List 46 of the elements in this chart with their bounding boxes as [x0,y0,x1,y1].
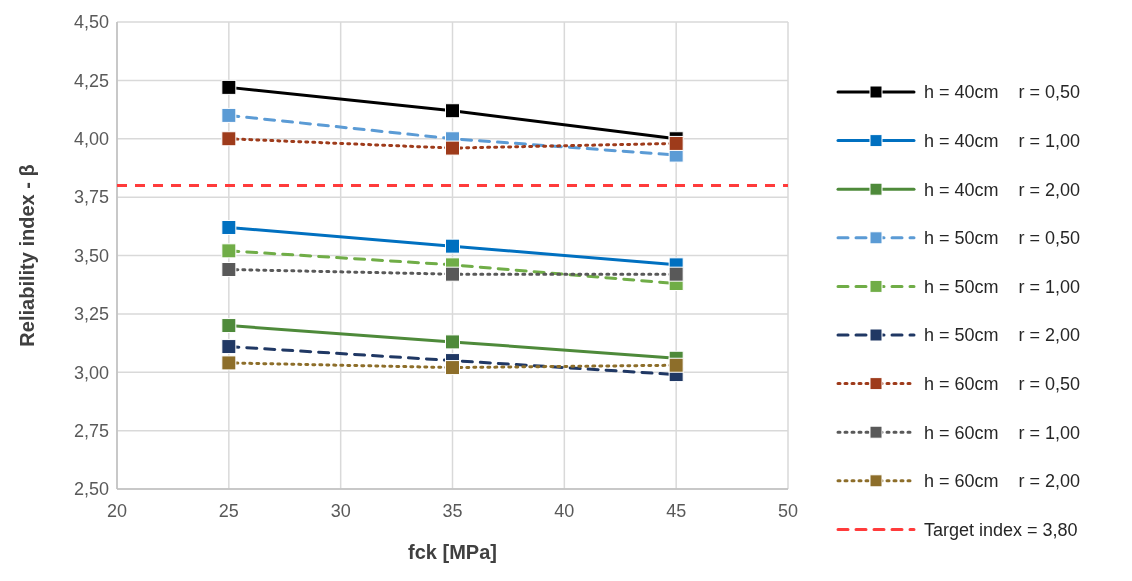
point [668,266,684,282]
y-tick-label: 4,25 [73,70,109,91]
point [668,357,684,373]
legend-label: h = 60cm r = 2,00 [924,471,1081,492]
legend-label: h = 60cm r = 1,00 [924,422,1081,443]
point [221,262,237,278]
point [221,339,237,355]
y-tick-label: 3,75 [73,187,109,208]
x-tick-label: 45 [666,501,687,521]
legend-label: h = 50cm r = 1,00 [924,276,1081,297]
x-tick-label: 30 [330,501,351,521]
point [221,318,237,334]
y-tick-label: 3,50 [73,245,109,266]
legend-label: h = 60cm r = 0,50 [924,373,1081,394]
point [445,360,460,376]
x-tick-label: 35 [442,501,463,521]
point [221,243,237,259]
legend-label: h = 40cm r = 2,00 [924,179,1081,200]
y-tick-label: 4,50 [73,12,109,33]
point [221,131,237,147]
x-tick-label: 40 [554,501,575,521]
x-tick-label: 20 [106,501,128,521]
y-tick-label: 3,00 [73,362,109,383]
y-tick-label: 4,00 [73,129,109,150]
point [221,79,237,95]
x-axis-title: fck [MPa] [408,541,497,563]
y-tick-label: 3,25 [73,304,109,325]
point [445,103,460,119]
point [668,135,684,151]
point [445,140,460,156]
point [221,355,237,371]
legend-label: h = 50cm r = 2,00 [924,325,1081,346]
legend-label: h = 50cm r = 0,50 [924,228,1081,249]
y-tick-label: 2,50 [73,479,109,500]
x-tick-label: 25 [218,501,239,521]
y-tick-label: 2,75 [73,420,109,441]
point [445,238,460,254]
legend-label: h = 40cm r = 0,50 [924,82,1081,103]
point [445,334,460,350]
y-axis-title: Reliability index - β [16,164,38,347]
point [221,219,237,235]
point [221,107,237,123]
legend-label: h = 40cm r = 1,00 [924,130,1081,151]
x-tick-label: 50 [777,501,799,521]
point [445,266,460,282]
legend-label: Target index = 3,80 [924,519,1078,540]
